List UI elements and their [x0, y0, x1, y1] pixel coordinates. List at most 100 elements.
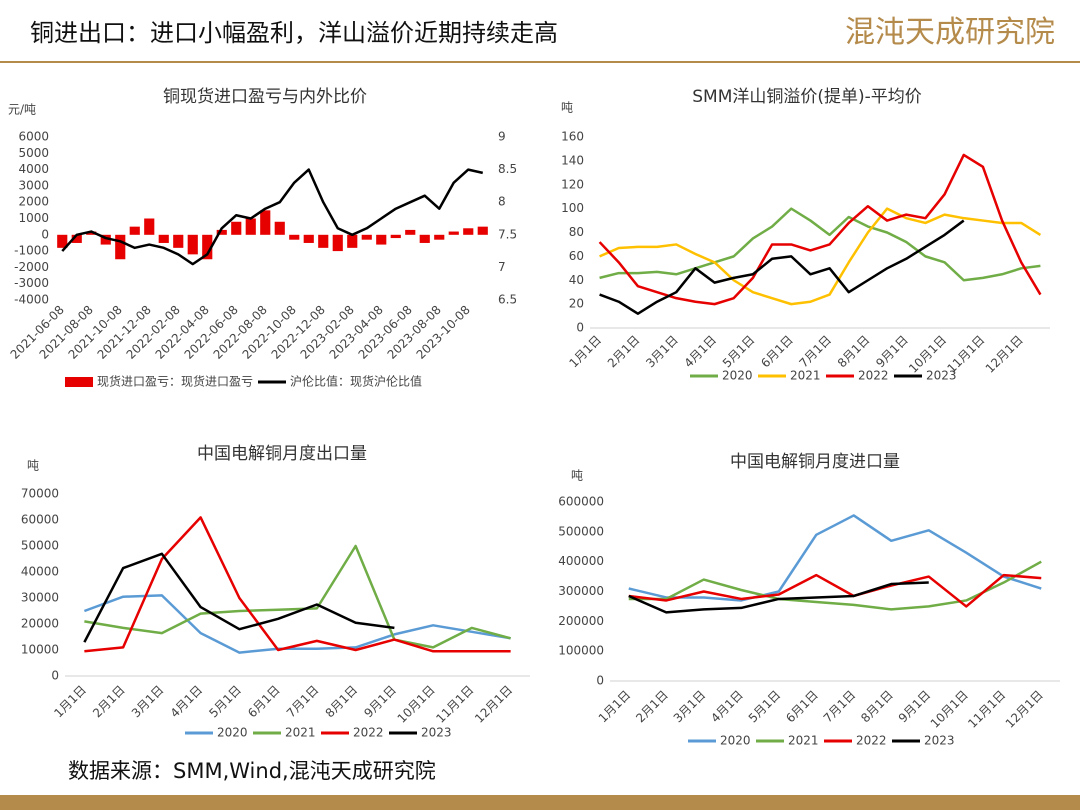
line: [61, 168, 484, 266]
bar: [129, 226, 140, 235]
bar: [347, 234, 358, 248]
y-tick-label: 100: [561, 201, 584, 215]
y-tick-label: 160: [561, 130, 584, 144]
legend-label: 沪伦比值：现货沪伦比值: [290, 374, 422, 389]
line: [598, 153, 1042, 306]
y-tick-label: 100000: [558, 644, 604, 658]
legend-label: 2023: [421, 726, 452, 740]
y-tick-label: 2000: [18, 195, 49, 209]
y-tick-label: 70000: [21, 487, 59, 501]
y-tick-label: 40: [569, 273, 584, 287]
bar: [158, 234, 169, 243]
chart-title: SMM洋山铜溢价(提单)-平均价: [692, 87, 922, 107]
y-tick-label: 600000: [558, 495, 604, 509]
bar: [115, 234, 126, 260]
bar: [361, 234, 372, 240]
y-tick-label: 1000: [18, 211, 49, 225]
y-tick-label: 50000: [21, 539, 59, 553]
y2-tick-label: 7: [498, 260, 506, 274]
y-tick-label: 30000: [21, 591, 59, 605]
bar: [86, 231, 97, 235]
slide-title: 铜进出口：进口小幅盈利，洋山溢价近期持续走高: [30, 19, 558, 47]
y-tick-label: -1000: [14, 244, 49, 258]
y-tick-label: 200000: [558, 614, 604, 628]
bar: [376, 234, 387, 245]
bar: [71, 234, 82, 243]
bar: [187, 234, 198, 255]
bar: [303, 234, 314, 243]
y2-tick-label: 6.5: [498, 293, 517, 307]
bar: [289, 234, 300, 240]
chart-title: 中国电解铜月度出口量: [197, 444, 367, 464]
y-tick-label: 10000: [21, 643, 59, 657]
y-tick-label: 6000: [18, 130, 49, 144]
legend-label: 2021: [788, 734, 819, 748]
y-tick-label: -3000: [14, 276, 49, 290]
bar: [332, 234, 343, 252]
y-unit: 吨: [27, 459, 39, 473]
y-unit: 吨: [561, 101, 573, 115]
legend-swatch: [65, 377, 93, 387]
logo: 混沌天成研究院: [845, 15, 1055, 50]
y-tick-label: 0: [41, 227, 49, 241]
bar: [405, 229, 416, 235]
line: [599, 207, 1041, 282]
bar: [434, 234, 445, 240]
y-tick-label: 400000: [558, 554, 604, 568]
legend-label: 2022: [353, 726, 384, 740]
bar: [463, 228, 474, 235]
line: [84, 516, 511, 653]
y-unit: 吨: [571, 469, 583, 483]
bar: [231, 221, 242, 235]
y-tick-label: 40000: [21, 565, 59, 579]
line: [628, 573, 1042, 608]
legend-label: 2020: [720, 734, 751, 748]
bar: [57, 234, 68, 248]
chart-title: 中国电解铜月度进口量: [730, 452, 900, 472]
line: [599, 207, 1042, 306]
source: 数据来源：SMM,Wind,混沌天成研究院: [68, 759, 436, 783]
bar: [202, 234, 213, 260]
bar: [448, 231, 459, 235]
bar: [477, 226, 488, 235]
y-tick-label: 5000: [18, 146, 49, 160]
bar: [390, 234, 401, 239]
y-tick-label: 80: [569, 225, 584, 239]
y-tick-label: 60: [569, 249, 584, 263]
y-tick-label: 20000: [21, 617, 59, 631]
y-tick-label: 0: [51, 669, 59, 683]
bar: [144, 218, 155, 235]
y-tick-label: 140: [561, 153, 584, 167]
y-tick-label: 3000: [18, 178, 49, 192]
bar: [100, 234, 111, 245]
bar: [173, 234, 184, 248]
legend-label: 2022: [858, 369, 889, 383]
legend-label: 现货进口盈亏：现货进口盈亏: [97, 374, 253, 389]
line: [83, 552, 395, 643]
y-tick-label: -4000: [14, 293, 49, 307]
chart-title: 铜现货进口盈亏与内外比价: [163, 87, 367, 107]
legend-label: 2022: [856, 734, 887, 748]
y-tick-label: 120: [561, 177, 584, 191]
bar: [260, 210, 271, 235]
line: [83, 594, 511, 654]
y-tick-label: 60000: [21, 513, 59, 527]
line: [628, 581, 929, 614]
bar: [245, 218, 256, 235]
y2-tick-label: 7.5: [498, 227, 517, 241]
y-tick-label: 500000: [558, 524, 604, 538]
bar: [216, 229, 227, 235]
bar: [419, 234, 430, 243]
footer-bar: [0, 795, 1080, 810]
legend-label: 2021: [790, 369, 821, 383]
y2-tick-label: 8.5: [498, 162, 517, 176]
y2-tick-label: 8: [498, 195, 506, 209]
header-rule: [0, 61, 1080, 63]
y-tick-label: -2000: [14, 260, 49, 274]
line: [599, 219, 965, 315]
y-tick-label: 4000: [18, 162, 49, 176]
y-tick-label: 0: [576, 321, 584, 335]
y2-tick-label: 9: [498, 130, 506, 144]
